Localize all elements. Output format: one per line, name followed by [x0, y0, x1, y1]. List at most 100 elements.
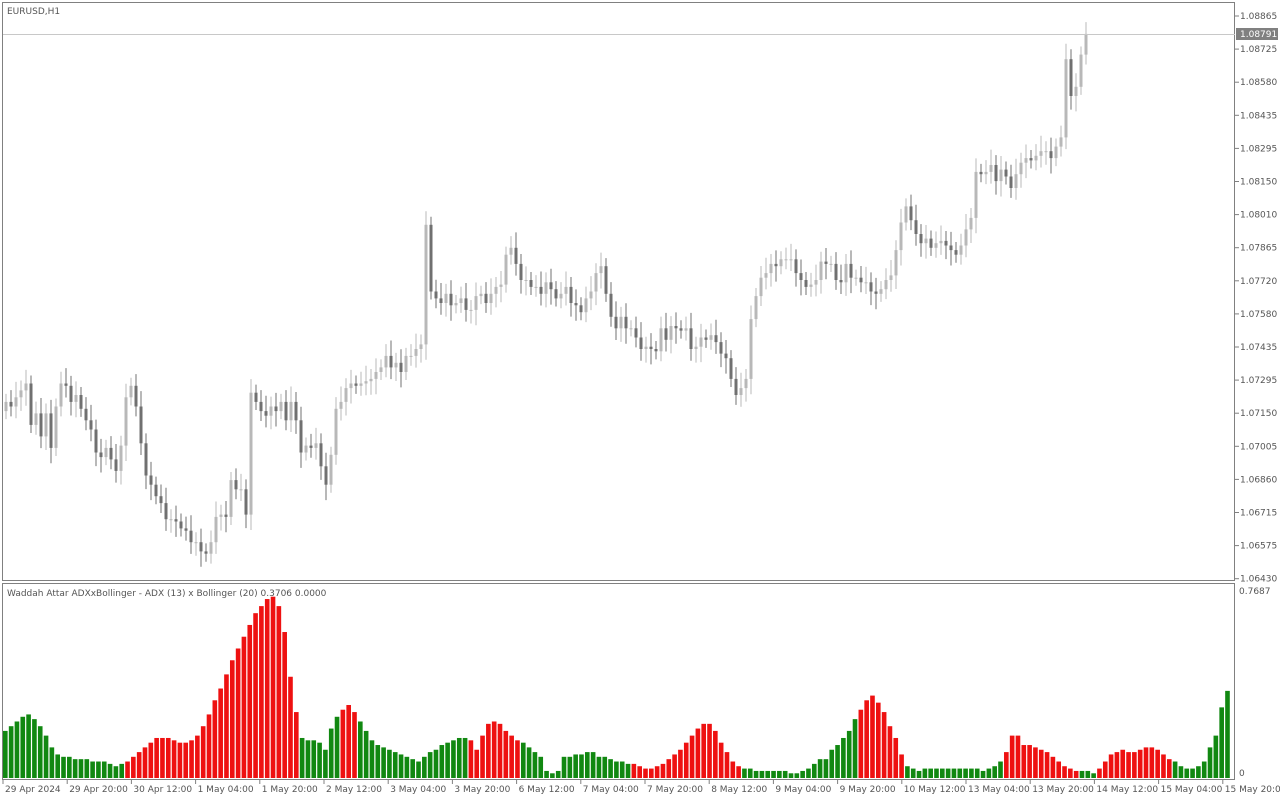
histogram-bar: [811, 763, 817, 778]
histogram-bar: [369, 740, 375, 778]
histogram-bar: [43, 735, 49, 778]
histogram-bar: [1102, 761, 1108, 778]
histogram-bar: [358, 721, 363, 778]
histogram-bar: [247, 624, 253, 778]
candle-body: [589, 291, 593, 299]
candle-body: [789, 259, 793, 261]
histogram-bar: [846, 730, 852, 778]
candle-body: [304, 445, 308, 453]
candle-body: [1024, 158, 1028, 163]
time-axis: 29 Apr 2024 29 Apr 20:00 30 Apr 12:00 1 May…: [2, 780, 1280, 795]
histogram-bar: [1149, 747, 1155, 778]
candle-body: [844, 263, 848, 283]
candle-body: [454, 303, 458, 306]
candle-body: [264, 411, 268, 416]
candle-body: [899, 222, 903, 251]
candle-body: [894, 250, 898, 276]
histogram-bar: [334, 716, 340, 778]
histogram-bar: [759, 770, 765, 778]
candle-body: [819, 261, 823, 280]
histogram-bar: [136, 752, 142, 778]
candle-body: [1049, 151, 1053, 159]
candle-body: [1009, 176, 1013, 188]
candle-body: [829, 263, 833, 265]
histogram-bar: [1085, 770, 1091, 778]
histogram-bar: [724, 752, 730, 778]
candle-body: [204, 551, 208, 554]
indicator-axis-top: 0.7687: [1239, 587, 1271, 597]
candle-body: [1044, 151, 1048, 153]
price-tick-label: 1.07865: [1240, 244, 1277, 254]
candle-body: [924, 238, 928, 244]
time-tick-label: 30 Apr 12:00: [133, 785, 192, 795]
candle-body: [549, 282, 553, 290]
candle-body: [299, 420, 303, 453]
histogram-bar: [928, 768, 933, 778]
time-tick-label: 7 May 20:00: [647, 785, 703, 795]
candle-body: [804, 280, 808, 287]
histogram-bar: [410, 759, 416, 778]
time-tick-label: 6 May 12:00: [519, 785, 575, 795]
histogram-bar: [951, 768, 957, 778]
candle-body: [319, 443, 323, 467]
histogram-bar: [922, 768, 928, 778]
candle-body: [199, 542, 203, 552]
candle-body: [524, 280, 528, 281]
candle-body: [389, 355, 393, 368]
histogram-bar: [573, 754, 578, 778]
histogram-bar: [596, 756, 602, 778]
candle-body: [179, 521, 183, 529]
histogram-bar: [520, 742, 526, 778]
price-tick-label: 1.08435: [1240, 111, 1277, 121]
histogram-bar: [852, 719, 858, 778]
candle-body: [664, 328, 668, 340]
price-tick-label: 1.08295: [1240, 144, 1277, 154]
histogram-bar: [346, 705, 351, 778]
candle-body: [729, 358, 733, 379]
candle-body: [39, 413, 43, 437]
histogram-bar: [398, 754, 404, 778]
histogram-bar: [794, 773, 800, 778]
histogram-bar: [957, 768, 963, 778]
candle-body: [1004, 169, 1008, 177]
histogram-bar: [864, 700, 869, 778]
histogram-bar: [619, 761, 625, 778]
histogram-bar: [660, 763, 666, 778]
histogram-bar: [276, 606, 282, 778]
histogram-bar: [311, 740, 317, 778]
histogram-bar: [61, 756, 66, 778]
candle-body: [334, 408, 338, 455]
candle-body: [89, 420, 93, 430]
histogram-bar: [1166, 759, 1172, 778]
candle-body: [429, 224, 433, 292]
histogram-bar: [206, 714, 212, 778]
histogram-bar: [1155, 749, 1160, 778]
histogram-bar: [1056, 761, 1062, 778]
histogram-bar: [747, 768, 753, 778]
candle-body: [879, 289, 883, 294]
candle-body: [739, 388, 743, 395]
histogram-bar: [544, 770, 549, 778]
candle-body: [539, 286, 543, 294]
histogram-bar: [945, 768, 951, 778]
histogram-bar: [340, 709, 346, 778]
candle-body: [479, 293, 483, 297]
candle-body: [654, 349, 658, 352]
time-tick-label: 1 May 04:00: [198, 785, 254, 795]
histogram-bar: [241, 636, 247, 778]
histogram-bar: [462, 737, 468, 778]
histogram-bar: [323, 749, 328, 778]
histogram-bar: [294, 712, 299, 778]
histogram-bar: [427, 752, 433, 778]
candle-body: [269, 406, 273, 416]
histogram-bar: [1091, 773, 1096, 778]
candle-body: [774, 263, 778, 267]
candle-body: [754, 296, 758, 320]
histogram-bar: [689, 735, 695, 778]
histogram-bar: [858, 709, 864, 778]
histogram-bar: [37, 726, 43, 778]
candle-body: [584, 298, 588, 313]
candle-body: [914, 220, 918, 234]
